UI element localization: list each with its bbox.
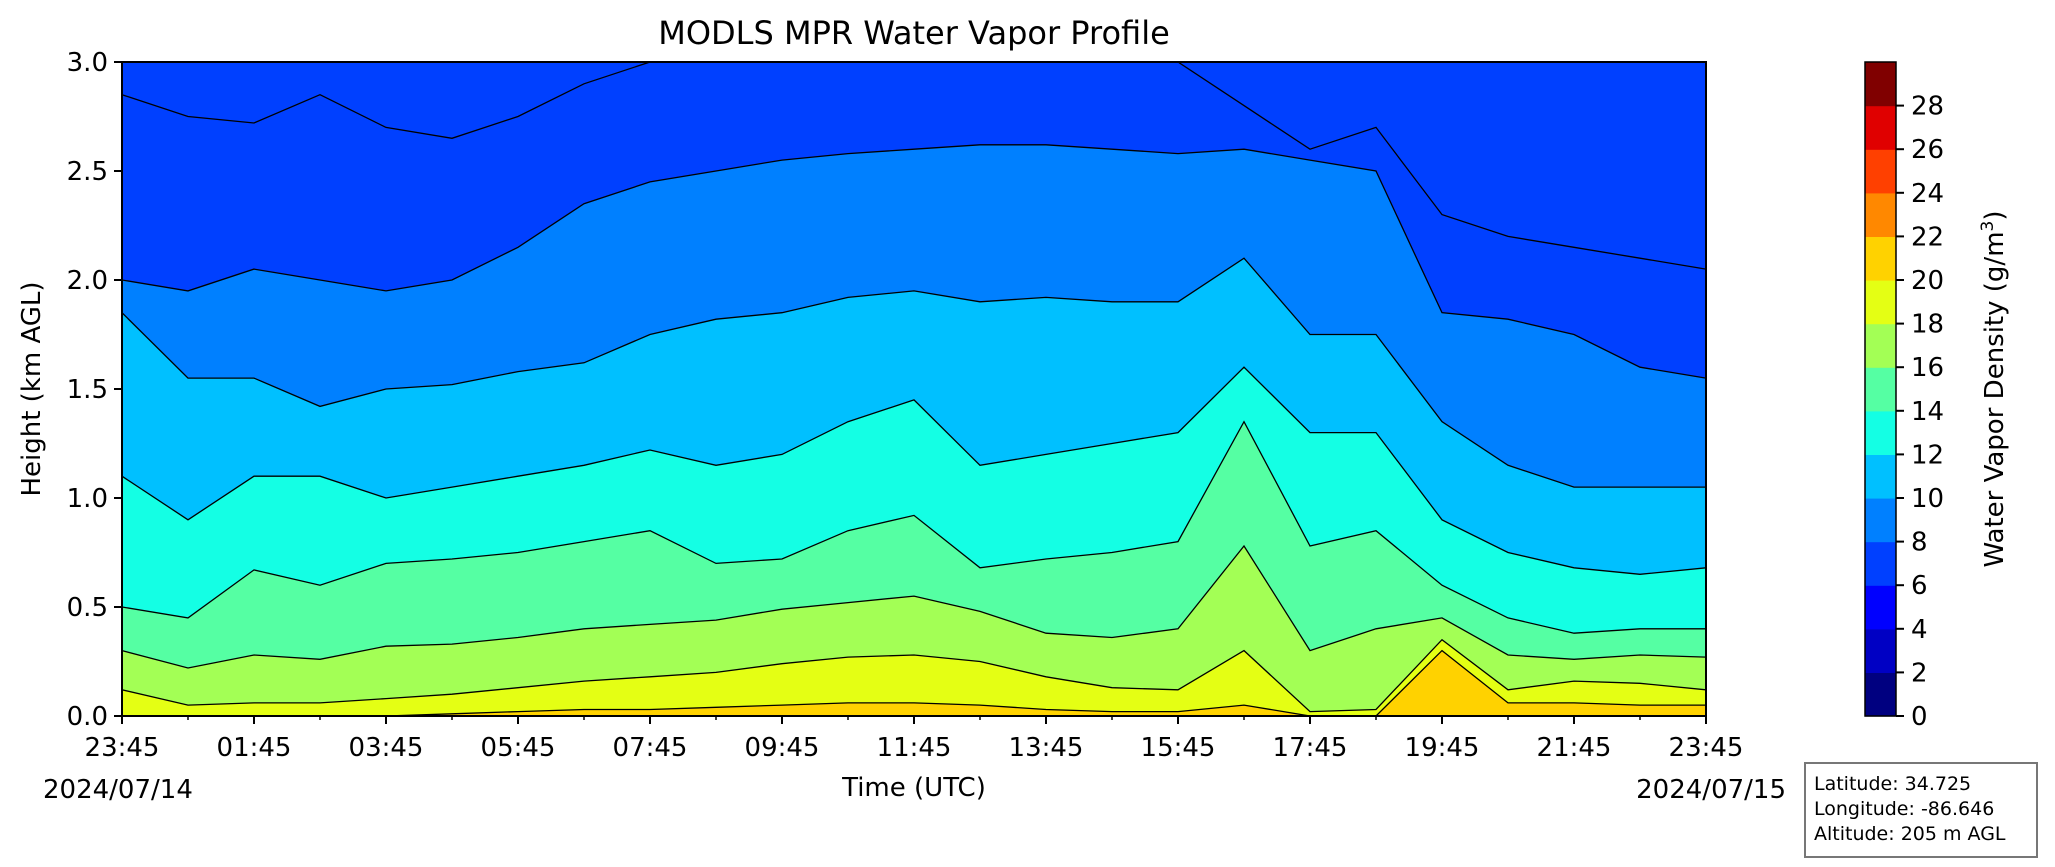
colorbar-label-sup: 3	[1978, 221, 1998, 232]
x-tick-label: 23:45	[85, 733, 160, 763]
x-tick-label: 11:45	[877, 733, 952, 763]
colorbar-tick-label: 18	[1911, 310, 1944, 340]
x-tick-label: 17:45	[1273, 733, 1348, 763]
colorbar-segment	[1865, 236, 1896, 281]
x-tick-label: 13:45	[1009, 733, 1084, 763]
colorbar-segment	[1865, 280, 1896, 325]
station-info-box: Latitude: 34.725 Longitude: -86.646 Alti…	[1804, 762, 2038, 858]
colorbar-tick-label: 26	[1911, 135, 1944, 165]
colorbar-segment	[1865, 105, 1896, 150]
date-end-label: 2024/07/15	[1636, 775, 1786, 805]
x-tick-label: 01:45	[217, 733, 292, 763]
y-tick-label: 1.5	[67, 375, 108, 405]
colorbar-tick-label: 28	[1911, 92, 1944, 122]
contour-bands	[122, 62, 1706, 716]
x-axis-label: Time (UTC)	[841, 773, 986, 803]
colorbar-tick-label: 6	[1911, 571, 1928, 601]
x-tick-label: 19:45	[1405, 733, 1480, 763]
colorbar-tick-label: 0	[1911, 702, 1928, 732]
colorbar-segment	[1865, 62, 1896, 107]
contour-line-18	[122, 638, 1706, 713]
colorbar-segment	[1865, 541, 1896, 586]
x-tick-label: 07:45	[613, 733, 688, 763]
contour-line-6	[122, 62, 1706, 270]
colorbar-label-tail: )	[1980, 210, 2010, 220]
contour-line-16	[122, 544, 1706, 669]
colorbar-segment	[1865, 454, 1896, 499]
x-tick-label: 15:45	[1141, 733, 1216, 763]
colorbar-segment	[1865, 672, 1896, 717]
colorbar-frame	[1864, 61, 1897, 717]
colorbar-segment	[1865, 410, 1896, 455]
y-axis-label: Height (km AGL)	[17, 281, 47, 496]
colorbar-segment	[1865, 192, 1896, 237]
chart-title: MODLS MPR Water Vapor Profile	[658, 14, 1170, 52]
altitude-text: Altitude: 205 m AGL	[1814, 823, 2006, 845]
band-18-plus	[122, 639, 1706, 716]
y-tick-label: 2.0	[67, 266, 108, 296]
colorbar-segment	[1865, 367, 1896, 412]
colorbar-tick-label: 16	[1911, 353, 1944, 383]
colorbar-segment	[1865, 149, 1896, 194]
x-tick-label: 21:45	[1537, 733, 1612, 763]
colorbar-segment	[1865, 498, 1896, 543]
contour-line-12	[122, 366, 1706, 575]
y-tick-label: 0.5	[67, 593, 108, 623]
colorbar-tick-label: 8	[1911, 528, 1928, 558]
colorbar-tick-label: 14	[1911, 397, 1944, 427]
date-start-label: 2024/07/14	[43, 775, 193, 805]
contour-line-20	[122, 649, 1706, 716]
colorbar-tick-label: 4	[1911, 615, 1928, 645]
contour-lines	[122, 62, 1706, 716]
latitude-text: Latitude: 34.725	[1814, 773, 1972, 795]
contour-line-14	[122, 420, 1706, 634]
contour-line-10	[122, 257, 1706, 488]
x-tick-label: 03:45	[349, 733, 424, 763]
y-tick-label: 0.0	[67, 702, 108, 732]
colorbar-tick-label: 22	[1911, 222, 1944, 252]
colorbar-tick-label: 20	[1911, 266, 1944, 296]
x-tick-label: 05:45	[481, 733, 556, 763]
x-tick-label: 23:45	[1669, 733, 1744, 763]
colorbar-segment	[1865, 628, 1896, 673]
contour-line-8	[122, 144, 1706, 379]
y-tick-label: 1.0	[67, 484, 108, 514]
y-tick-label: 2.5	[67, 157, 108, 187]
colorbar-label: Water Vapor Density (g/m3)	[1978, 210, 2010, 567]
colorbar-tick-label: 24	[1911, 179, 1944, 209]
longitude-text: Longitude: -86.646	[1814, 798, 1995, 820]
colorbar-tick-label: 12	[1911, 440, 1944, 470]
colorbar-segment	[1865, 323, 1896, 368]
colorbar-tick-label: 10	[1911, 484, 1944, 514]
band-16-plus	[122, 546, 1706, 716]
colorbar-label-text: Water Vapor Density (g/m	[1980, 231, 2010, 567]
colorbar-segment	[1865, 585, 1896, 630]
colorbar-tick-label: 2	[1911, 658, 1928, 688]
x-tick-label: 09:45	[745, 733, 820, 763]
y-axis: 0.0 0.5 1.0 1.5 2.0 2.5 3.0	[67, 48, 122, 732]
x-axis: 23:45 01:45 03:45 05:45 07:45 09:45 11:45 13:45…	[85, 716, 1744, 763]
colorbar	[1864, 61, 1897, 717]
y-tick-label: 3.0	[67, 48, 108, 78]
